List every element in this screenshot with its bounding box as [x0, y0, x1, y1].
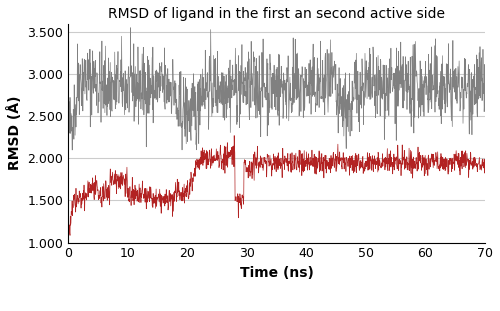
LIG2 [258, 89, 264, 93]
LIG1 [231, 134, 237, 137]
Title: RMSD of ligand in the first an second active side: RMSD of ligand in the first an second ac… [108, 7, 445, 21]
LIG2 [476, 72, 482, 76]
Line: LIG1: LIG1 [68, 136, 485, 243]
LIG2 [210, 99, 216, 103]
LIG1 [482, 159, 488, 163]
LIG1 [404, 155, 409, 159]
LIG1 [476, 158, 482, 162]
LIG2 [65, 122, 71, 126]
LIG1 [209, 164, 215, 167]
LIG2 [404, 108, 410, 111]
LIG1 [166, 188, 172, 192]
LIG2 [69, 148, 75, 152]
Y-axis label: RMSD (Å): RMSD (Å) [7, 96, 22, 170]
LIG2 [128, 26, 134, 30]
LIG1 [65, 241, 71, 244]
Line: LIG2: LIG2 [68, 28, 485, 150]
LIG1 [258, 161, 264, 165]
LIG2 [482, 97, 488, 101]
LIG1 [284, 164, 290, 168]
X-axis label: Time (ns): Time (ns) [240, 266, 314, 280]
LIG2 [167, 80, 173, 84]
LIG2 [284, 80, 290, 84]
